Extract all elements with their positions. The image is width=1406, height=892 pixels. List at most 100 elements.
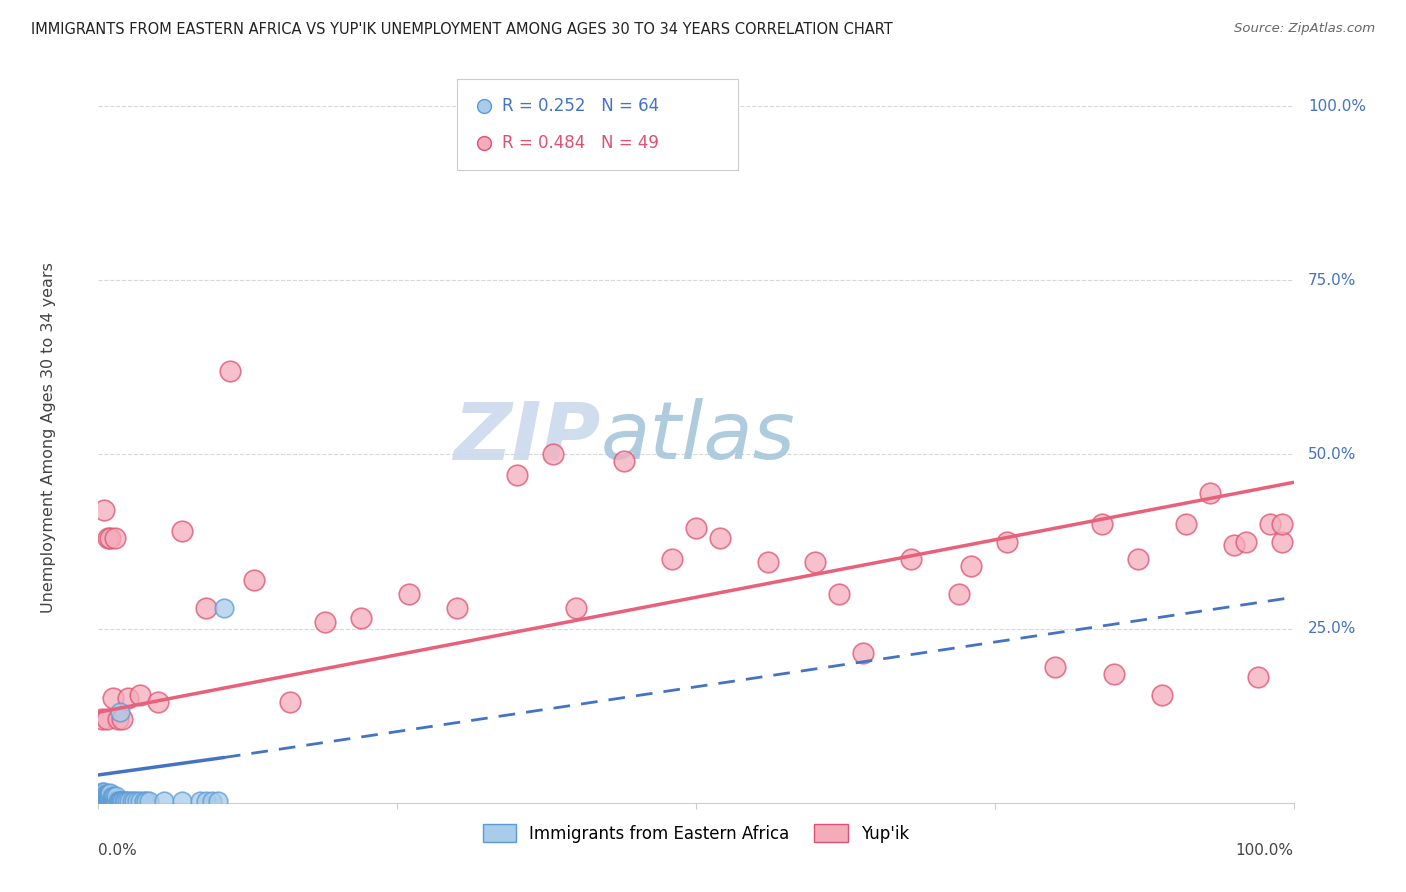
Text: R = 0.252   N = 64: R = 0.252 N = 64 [502, 97, 659, 115]
Point [93, 791, 115, 805]
Point [121, 794, 143, 808]
Point [108, 705, 131, 719]
Point [1199, 485, 1222, 500]
Point [98, 791, 121, 805]
Point [110, 794, 132, 808]
Point [124, 794, 146, 808]
Point [118, 794, 141, 808]
Point [172, 794, 194, 808]
Point [98, 794, 121, 808]
Point [129, 794, 152, 808]
Point [89, 792, 111, 806]
Text: 100.0%: 100.0% [1308, 99, 1365, 113]
Point [195, 600, 218, 615]
Point [828, 587, 851, 601]
Point [90, 787, 112, 801]
Point [446, 600, 468, 615]
Point [115, 794, 138, 808]
Point [112, 794, 135, 808]
Point [91, 791, 114, 805]
Point [111, 794, 134, 808]
Text: 75.0%: 75.0% [1308, 273, 1357, 288]
Point [101, 794, 124, 808]
Point [1043, 660, 1066, 674]
Point [117, 691, 139, 706]
Point [103, 789, 125, 804]
Point [91, 794, 114, 808]
Point [111, 712, 134, 726]
Point [1091, 517, 1114, 532]
Point [129, 688, 152, 702]
Point [661, 552, 683, 566]
Point [207, 794, 229, 808]
Point [685, 521, 707, 535]
Point [1175, 517, 1198, 532]
Point [1104, 667, 1126, 681]
Point [1247, 670, 1270, 684]
Point [90, 790, 112, 805]
Point [97, 788, 120, 802]
Point [104, 794, 127, 808]
Point [948, 587, 970, 601]
Point [804, 556, 827, 570]
Point [96, 794, 118, 808]
Legend: Immigrants from Eastern Africa, Yup'ik: Immigrants from Eastern Africa, Yup'ik [475, 818, 917, 849]
Point [565, 600, 588, 615]
Point [709, 531, 731, 545]
Point [94, 791, 117, 805]
Text: R = 0.484   N = 49: R = 0.484 N = 49 [502, 134, 659, 152]
Point [97, 794, 120, 808]
Point [98, 790, 122, 805]
Point [105, 794, 128, 808]
Point [91, 712, 114, 726]
Point [101, 789, 124, 803]
Point [100, 794, 122, 808]
Point [91, 791, 114, 805]
Point [91, 785, 114, 799]
Point [315, 615, 337, 629]
Text: 100.0%: 100.0% [1236, 843, 1294, 858]
Point [132, 794, 155, 808]
Point [93, 794, 115, 808]
Point [398, 587, 420, 601]
Point [188, 794, 211, 808]
Point [474, 132, 496, 146]
Point [98, 786, 122, 800]
Text: IMMIGRANTS FROM EASTERN AFRICA VS YUP'IK UNEMPLOYMENT AMONG AGES 30 TO 34 YEARS : IMMIGRANTS FROM EASTERN AFRICA VS YUP'IK… [31, 22, 893, 37]
Point [114, 794, 136, 808]
Point [91, 794, 114, 808]
Point [93, 789, 115, 803]
Point [756, 556, 779, 570]
Point [98, 794, 122, 808]
Point [135, 794, 157, 808]
Point [201, 794, 224, 808]
Point [219, 364, 242, 378]
Point [108, 794, 131, 808]
Point [195, 794, 218, 808]
Point [1271, 534, 1294, 549]
Point [96, 787, 118, 801]
Text: Unemployment Among Ages 30 to 34 years: Unemployment Among Ages 30 to 34 years [41, 261, 56, 613]
Text: Source: ZipAtlas.com: Source: ZipAtlas.com [1234, 22, 1375, 36]
Point [94, 787, 117, 801]
FancyBboxPatch shape [457, 78, 738, 170]
Point [107, 794, 129, 808]
Point [153, 794, 176, 808]
Point [541, 448, 564, 462]
Point [94, 794, 117, 808]
Point [103, 794, 125, 808]
Point [93, 785, 115, 799]
Point [104, 531, 127, 545]
Point [212, 600, 235, 615]
Point [1223, 538, 1246, 552]
Point [96, 712, 118, 726]
Point [93, 503, 115, 517]
Point [172, 524, 194, 538]
Point [278, 695, 301, 709]
Point [995, 534, 1018, 549]
Point [96, 790, 118, 805]
Point [90, 794, 112, 808]
Point [1128, 552, 1150, 566]
Point [100, 790, 122, 805]
Point [107, 794, 129, 808]
